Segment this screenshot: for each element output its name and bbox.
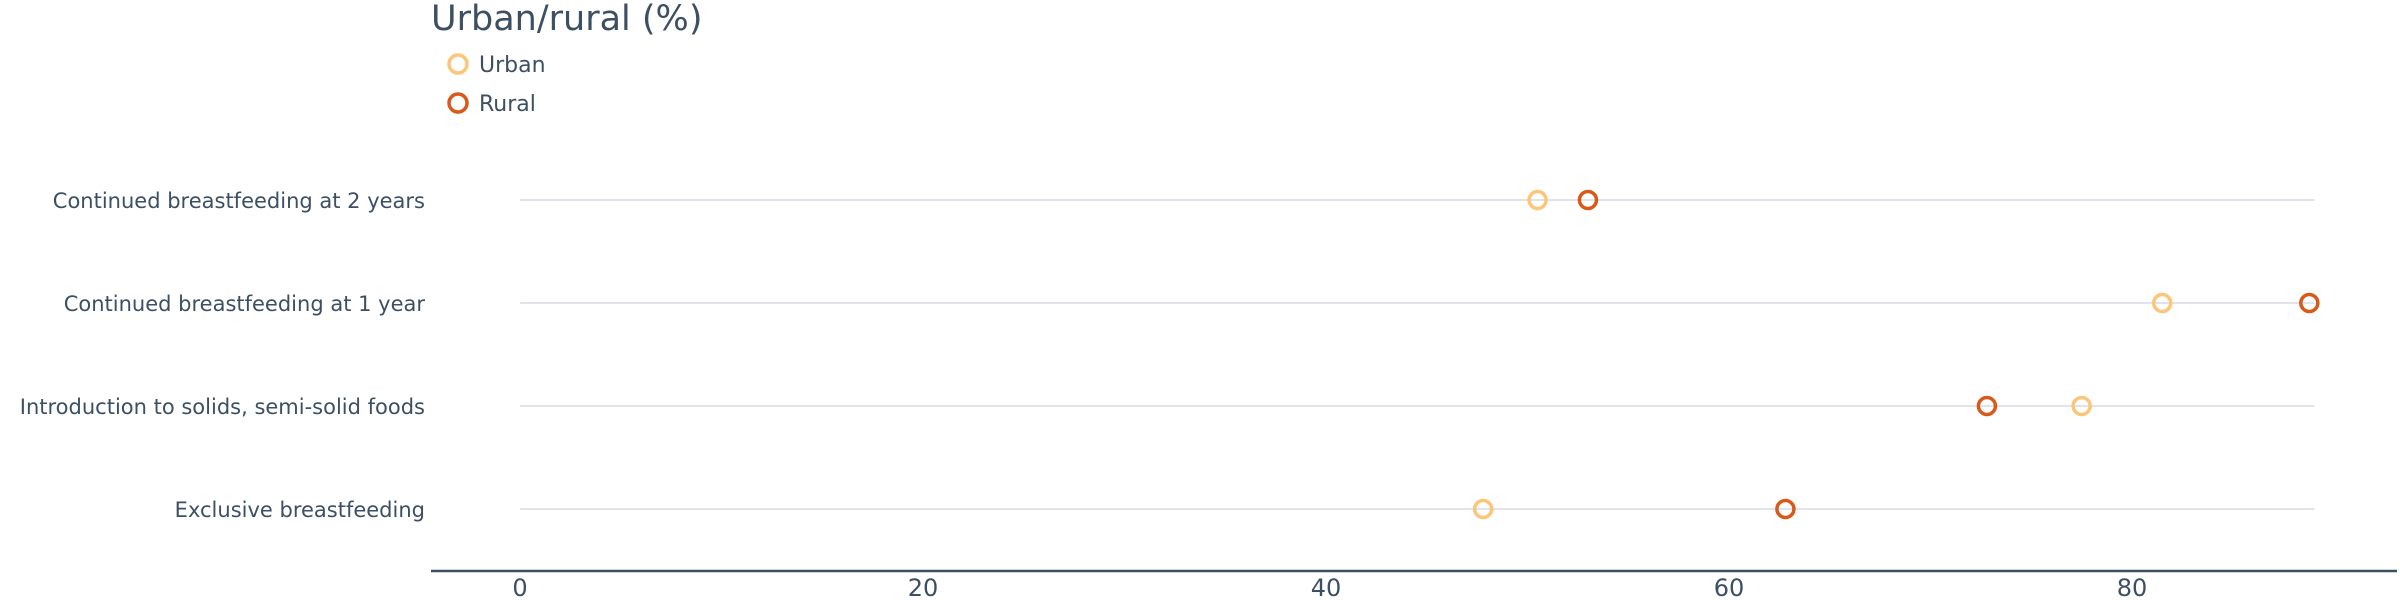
- category-rows: Continued breastfeeding at 2 years Contin…: [20, 189, 2315, 522]
- legend-marker-rural: [447, 92, 469, 114]
- data-point-urban[interactable]: [2151, 292, 2173, 314]
- data-point-urban[interactable]: [1472, 498, 1494, 520]
- data-point-rural[interactable]: [2299, 292, 2320, 314]
- legend-item-rural[interactable]: Rural: [447, 92, 536, 117]
- x-tick-label: 0: [512, 574, 527, 600]
- category-label: Exclusive breastfeeding: [175, 498, 425, 522]
- category-label: Introduction to solids, semi-solid foods: [20, 395, 425, 419]
- data-point-urban[interactable]: [2071, 395, 2092, 417]
- category-label: Continued breastfeeding at 2 years: [53, 189, 425, 213]
- x-tick-label: 20: [908, 574, 939, 600]
- data-point-rural[interactable]: [1577, 189, 1599, 211]
- legend-marker-urban: [447, 53, 469, 75]
- data-point-urban[interactable]: [1527, 189, 1548, 211]
- legend-label-rural: Rural: [479, 92, 536, 117]
- data-point-rural[interactable]: [1976, 395, 1998, 417]
- x-tick-label: 40: [1311, 574, 1342, 600]
- data-points: [1472, 189, 2320, 520]
- legend-item-urban[interactable]: Urban: [447, 53, 546, 78]
- x-tick-label: 60: [1714, 574, 1745, 600]
- chart-title: Urban/rural (%): [431, 0, 702, 39]
- category-label: Continued breastfeeding at 1 year: [64, 292, 426, 316]
- legend: Urban Rural: [447, 53, 546, 117]
- x-axis-ticks: 0 20 40 60 80: [512, 574, 2147, 600]
- x-tick-label: 80: [2117, 574, 2148, 600]
- legend-label-urban: Urban: [479, 53, 546, 78]
- data-point-rural[interactable]: [1775, 498, 1796, 520]
